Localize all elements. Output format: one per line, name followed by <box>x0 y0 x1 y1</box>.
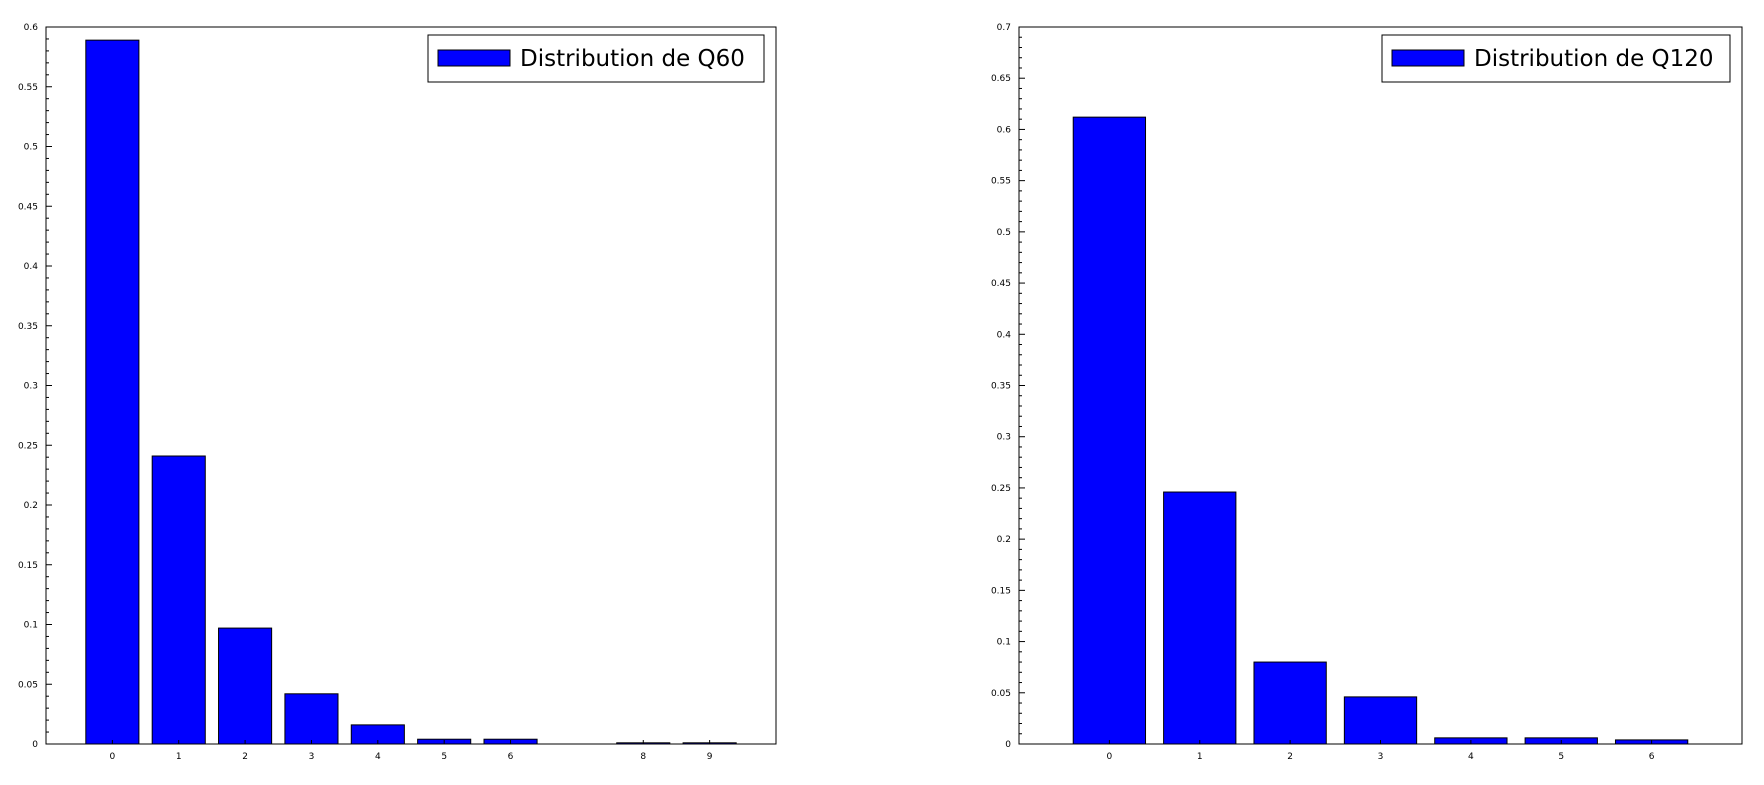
x-tick-label: 4 <box>1468 752 1474 762</box>
x-tick-label: 5 <box>441 752 447 762</box>
bar <box>284 693 339 745</box>
y-tick-label: 0.65 <box>991 74 1011 84</box>
bar <box>1343 696 1418 745</box>
y-tick-label: 0.45 <box>991 279 1011 289</box>
bar <box>1163 491 1237 745</box>
y-tick-label: 0.55 <box>18 83 38 93</box>
y-tick-label: 0.3 <box>24 382 38 392</box>
x-tick-label: 2 <box>1287 752 1293 762</box>
x-tick-label: 6 <box>1649 752 1655 762</box>
x-tick-label: 0 <box>109 752 115 762</box>
y-tick-label: 0.5 <box>24 143 38 153</box>
x-tick-label: 0 <box>1107 752 1113 762</box>
x-tick-label: 9 <box>707 752 713 762</box>
y-tick-label: 0.6 <box>24 23 39 33</box>
x-tick-label: 5 <box>1558 752 1564 762</box>
y-tick-label: 0.6 <box>997 125 1012 135</box>
legend-swatch <box>1391 49 1465 67</box>
y-tick-label: 0.2 <box>24 501 38 511</box>
y-tick-label: 0.35 <box>18 322 38 332</box>
x-tick-label: 8 <box>640 752 646 762</box>
bar <box>85 39 140 745</box>
y-tick-label: 0.5 <box>997 228 1011 238</box>
y-tick-label: 0.7 <box>997 23 1011 33</box>
y-tick-label: 0.15 <box>18 561 38 571</box>
bar <box>151 455 206 745</box>
y-tick-label: 0.1 <box>997 638 1011 648</box>
y-tick-label: 0.05 <box>18 680 38 690</box>
x-tick-label: 3 <box>1378 752 1384 762</box>
y-tick-label: 0.05 <box>991 689 1011 699</box>
y-tick-label: 0 <box>32 740 38 750</box>
legend: Distribution de Q120 <box>1381 34 1731 83</box>
legend-label: Distribution de Q120 <box>1474 46 1714 72</box>
y-tick-label: 0.2 <box>997 535 1011 545</box>
y-tick-label: 0.25 <box>991 484 1011 494</box>
bar <box>1072 116 1147 745</box>
x-tick-label: 1 <box>176 752 182 762</box>
y-tick-label: 0.45 <box>18 202 38 212</box>
legend: Distribution de Q60 <box>427 34 765 83</box>
y-tick-label: 0.15 <box>991 586 1011 596</box>
bar <box>1253 661 1327 745</box>
y-tick-label: 0 <box>1005 740 1011 750</box>
y-tick-label: 0.55 <box>991 177 1011 187</box>
chart-q120: 0 0.05 0.1 0.15 0.2 0.25 0.3 0.35 0.4 0.45 0.5 0.55… <box>991 23 1743 762</box>
x-tick-label: 4 <box>375 752 381 762</box>
bar <box>218 627 273 745</box>
legend-swatch <box>437 49 511 67</box>
y-tick-label: 0.25 <box>18 441 38 451</box>
chart-q60: 0 0.05 0.1 0.15 0.2 0.25 0.3 0.35 0.4 0.45 0.5 0.55… <box>18 23 777 762</box>
x-tick-label: 1 <box>1197 752 1203 762</box>
y-tick-label: 0.35 <box>991 382 1011 392</box>
y-tick-label: 0.1 <box>24 621 38 631</box>
x-tick-label: 2 <box>242 752 248 762</box>
y-tick-label: 0.4 <box>24 262 39 272</box>
x-tick-label: 6 <box>508 752 514 762</box>
x-tick-label: 3 <box>309 752 315 762</box>
y-tick-label: 0.3 <box>997 433 1011 443</box>
y-tick-label: 0.4 <box>997 330 1012 340</box>
legend-label: Distribution de Q60 <box>520 46 745 72</box>
